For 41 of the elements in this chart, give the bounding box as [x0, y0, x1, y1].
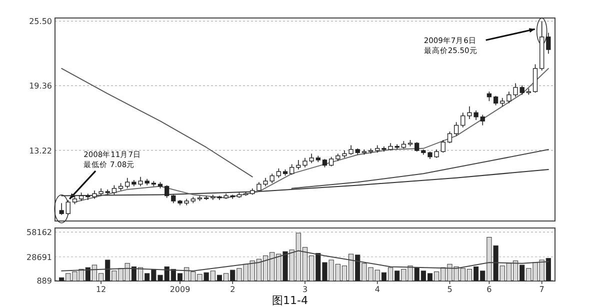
candlestick: [328, 156, 334, 167]
candlestick: [454, 122, 459, 136]
candlestick: [486, 91, 492, 102]
candlestick: [414, 142, 420, 152]
candlestick: [546, 32, 551, 54]
y-tick-label: 889: [36, 276, 52, 286]
x-tick-label: 2009: [170, 285, 190, 294]
line-series: [61, 68, 253, 178]
candlestick: [520, 84, 524, 96]
candlestick: [125, 177, 130, 189]
line-series: [61, 250, 549, 272]
caption: 图11-4: [272, 294, 308, 307]
candlestick: [59, 202, 64, 216]
y-tick-label: 28691: [26, 252, 52, 262]
candlestick: [164, 184, 170, 198]
y-tick-label: 58162: [26, 228, 52, 238]
y-tick-label: 25.50: [29, 17, 52, 26]
candlestick: [290, 164, 294, 176]
y-tick-label: 13.22: [29, 146, 52, 156]
line-series: [291, 148, 549, 189]
x-tick-label: 7: [539, 285, 544, 294]
candlestick: [480, 114, 485, 126]
candlestick: [296, 160, 301, 170]
x-tick-label: 6: [486, 285, 492, 294]
candlestick: [112, 184, 117, 196]
y-tick-label: 19.36: [29, 82, 52, 91]
candlestick: [66, 200, 70, 216]
candlestick: [276, 168, 282, 178]
candlestick: [302, 157, 308, 168]
candlestick: [460, 112, 466, 128]
candlestick: [532, 64, 538, 94]
x-tick-label: 3: [302, 285, 308, 294]
candlestick: [493, 95, 498, 106]
candlestick: [309, 153, 314, 164]
x-tick-label: 2: [230, 285, 236, 294]
candlestick: [440, 140, 446, 154]
x-tick-label: 12: [96, 285, 106, 294]
x-tick-label: 4: [374, 285, 380, 294]
x-tick-label: 5: [447, 285, 452, 294]
candlestick: [447, 131, 452, 144]
candlestick: [270, 173, 274, 184]
